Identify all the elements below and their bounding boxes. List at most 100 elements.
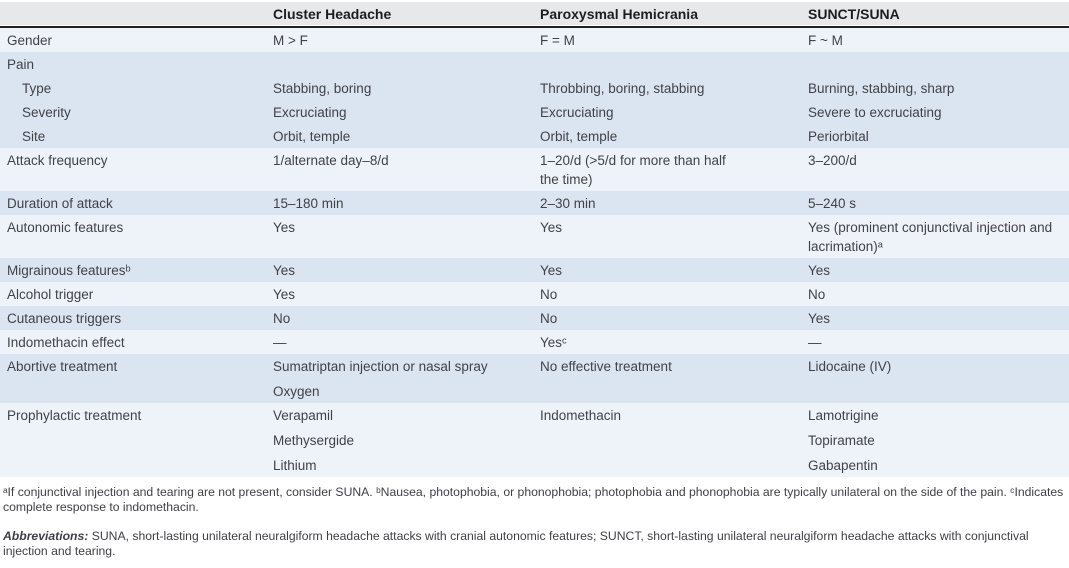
cell: No <box>540 282 808 306</box>
cell: Stabbing, boring <box>273 76 540 100</box>
cell-line: No <box>273 311 291 326</box>
cell: Burning, stabbing, sharp <box>808 76 1069 100</box>
cell-line: — <box>808 335 822 350</box>
cell-line: Stabbing, boring <box>273 81 372 96</box>
cell-line: Periorbital <box>808 129 869 144</box>
cell-line: No effective treatment <box>540 359 672 374</box>
cell: No <box>808 282 1069 306</box>
cell-line: Yes <box>540 263 563 278</box>
cell-line: Indomethacin <box>540 408 622 423</box>
cell: No <box>273 306 540 330</box>
cell-line: 15–180 min <box>273 196 344 211</box>
row-label: Severity <box>22 105 71 120</box>
cell: Throbbing, boring, stabbing <box>540 76 808 100</box>
cell-line: Oxygen <box>273 384 320 399</box>
header-rule <box>0 26 1069 28</box>
row-label: Indomethacin effect <box>7 335 125 350</box>
cell <box>540 52 808 76</box>
cell-line: M > F <box>273 33 308 48</box>
column-header-paroxysmal-hemicrania: Paroxysmal Hemicrania <box>540 6 698 22</box>
cell: Sumatriptan injection or nasal spray Oxyg… <box>273 354 540 403</box>
cell: — <box>273 330 540 354</box>
cell-line: Excruciating <box>273 105 347 120</box>
row-label: Gender <box>7 33 53 48</box>
row-label: Migrainous featuresᵇ <box>7 263 131 278</box>
cell-line: No <box>540 287 558 302</box>
cell: Excruciating <box>273 100 540 124</box>
cell: Verapamil Methysergide Lithium <box>273 403 540 477</box>
cell: No effective treatment <box>540 354 808 403</box>
cell: 15–180 min <box>273 191 540 215</box>
cell-line: Yes <box>808 263 831 278</box>
table-row: Gender M > F F = M F ~ M <box>0 28 1069 52</box>
cell-line: Yes <box>273 220 296 235</box>
cell-line: Yes <box>540 220 563 235</box>
table-row: Abortive treatment Sumatriptan injection … <box>0 354 1069 403</box>
table-row: Migrainous featuresᵇ Yes Yes Yes <box>0 258 1069 282</box>
cell-line: F = M <box>540 33 575 48</box>
table-row: Attack frequency 1/alternate day–8/d 1–20/… <box>0 148 1069 191</box>
row-label: Site <box>22 129 46 144</box>
cell: No <box>540 306 808 330</box>
cell: Indomethacin <box>540 403 808 477</box>
row-label: Cutaneous triggers <box>7 311 122 326</box>
cell: 1–20/d (>5/d for more than half the time… <box>540 148 808 191</box>
cell-line: 5–240 s <box>808 196 857 211</box>
table-row: Site Orbit, temple Orbit, temple Periorbita… <box>0 124 1069 148</box>
cell-line: 3–200/d <box>808 153 857 168</box>
column-header-sunct-suna: SUNCT/SUNA <box>808 6 900 22</box>
cell <box>808 52 1069 76</box>
row-label: Attack frequency <box>7 153 108 168</box>
cell-line: — <box>273 335 287 350</box>
cell-line: 1–20/d (>5/d for more than half the time… <box>540 153 726 187</box>
cell: 5–240 s <box>808 191 1069 215</box>
cell-line: No <box>808 287 826 302</box>
cell-line: 2–30 min <box>540 196 596 211</box>
cell: Yes <box>273 215 540 258</box>
cell: — <box>808 330 1069 354</box>
cell: Orbit, temple <box>540 124 808 148</box>
cell-line: Methysergide <box>273 433 355 448</box>
table-row: Autonomic features Yes Yes Yes (prominent c… <box>0 215 1069 258</box>
cell: Periorbital <box>808 124 1069 148</box>
cell: Excruciating <box>540 100 808 124</box>
cell-line: Lamotrigine <box>808 408 879 423</box>
cell-line: Excruciating <box>540 105 614 120</box>
row-label: Alcohol trigger <box>7 287 94 302</box>
cell-line: Orbit, temple <box>540 129 618 144</box>
cell-line: Orbit, temple <box>273 129 351 144</box>
cell-line: No <box>540 311 558 326</box>
abbreviations-text: SUNA, short-lasting unilateral neuralgif… <box>3 529 1029 558</box>
cell-line: F ~ M <box>808 33 843 48</box>
cell: Yes <box>808 306 1069 330</box>
row-label: Prophylactic treatment <box>7 408 142 423</box>
cell: 3–200/d <box>808 148 1069 191</box>
row-label: Type <box>22 81 52 96</box>
cell-line: Lithium <box>273 458 317 473</box>
cell: Yes <box>273 282 540 306</box>
cell: Yes (prominent conjunctival injection an… <box>808 215 1069 258</box>
cell-line: Burning, stabbing, sharp <box>808 81 955 96</box>
cell-line: Yes <box>273 287 296 302</box>
table-row: Severity Excruciating Excruciating Severe t… <box>0 100 1069 124</box>
cell: Yes <box>808 258 1069 282</box>
cell-line: Verapamil <box>273 408 334 423</box>
cell-line: Sumatriptan injection or nasal spray <box>273 359 488 374</box>
table-row: Type Stabbing, boring Throbbing, boring, s… <box>0 76 1069 100</box>
table-row: Cutaneous triggers No No Yes <box>0 306 1069 330</box>
headache-comparison-table: Cluster Headache Paroxysmal Hemicrania S… <box>0 2 1069 477</box>
cell-line: Severe to excruciating <box>808 105 942 120</box>
cell: 1/alternate day–8/d <box>273 148 540 191</box>
cell-line: 1/alternate day–8/d <box>273 153 389 168</box>
cell: Yes <box>540 258 808 282</box>
cell: M > F <box>273 28 540 52</box>
table-row: Prophylactic treatment Verapamil Methyserg… <box>0 403 1069 477</box>
table-body: Gender M > F F = M F ~ M Pain Type Stabbing, b… <box>0 28 1069 477</box>
cell: Orbit, temple <box>273 124 540 148</box>
table-footnotes: ᵃIf conjunctival injection and tearing a… <box>3 485 1065 558</box>
cell-line: Lidocaine (IV) <box>808 359 892 374</box>
cell: Yes <box>540 215 808 258</box>
footnote-abbreviations: Abbreviations: SUNA, short-lasting unila… <box>3 529 1065 558</box>
cell: Lidocaine (IV) <box>808 354 1069 403</box>
cell-line: Yes <box>273 263 296 278</box>
